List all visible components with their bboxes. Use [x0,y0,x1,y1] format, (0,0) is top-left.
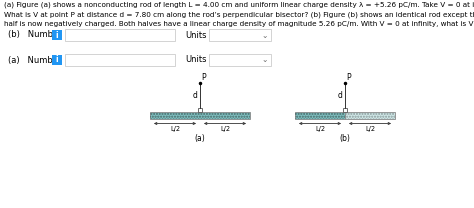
Bar [343,108,347,111]
Text: (a): (a) [195,135,205,144]
Bar [52,30,62,40]
Text: d: d [338,91,343,100]
Text: Units: Units [185,56,207,64]
Text: i: i [55,31,58,40]
Text: L/2: L/2 [315,126,325,132]
Bar [198,108,202,111]
Text: P: P [201,73,206,83]
Bar [65,54,175,66]
Text: (b): (b) [339,135,350,144]
Bar [345,111,395,119]
Text: i: i [55,56,58,64]
Text: What is V at point P at distance d = 7.80 cm along the rod’s perpendicular bisec: What is V at point P at distance d = 7.8… [4,11,474,18]
Bar [209,29,271,41]
Bar [52,55,62,65]
Text: d: d [193,91,198,100]
Bar [295,111,345,119]
Text: ⌄: ⌄ [262,56,268,64]
Text: (a) Figure (a) shows a nonconducting rod of length L = 4.00 cm and uniform linea: (a) Figure (a) shows a nonconducting rod… [4,2,474,9]
Bar [150,111,250,119]
Bar [345,111,395,119]
Text: (b)   Number: (b) Number [8,31,62,40]
Text: P: P [346,73,351,83]
Text: L/2: L/2 [220,126,230,132]
Text: Units: Units [185,31,207,40]
Text: (a)   Number: (a) Number [8,56,62,64]
Text: L/2: L/2 [365,126,375,132]
Bar [295,111,345,119]
Text: half is now negatively charged. Both halves have a linear charge density of magn: half is now negatively charged. Both hal… [4,21,474,27]
Bar [65,29,175,41]
Bar [150,111,250,119]
Bar [209,54,271,66]
Text: ⌄: ⌄ [262,31,268,40]
Text: L/2: L/2 [170,126,180,132]
